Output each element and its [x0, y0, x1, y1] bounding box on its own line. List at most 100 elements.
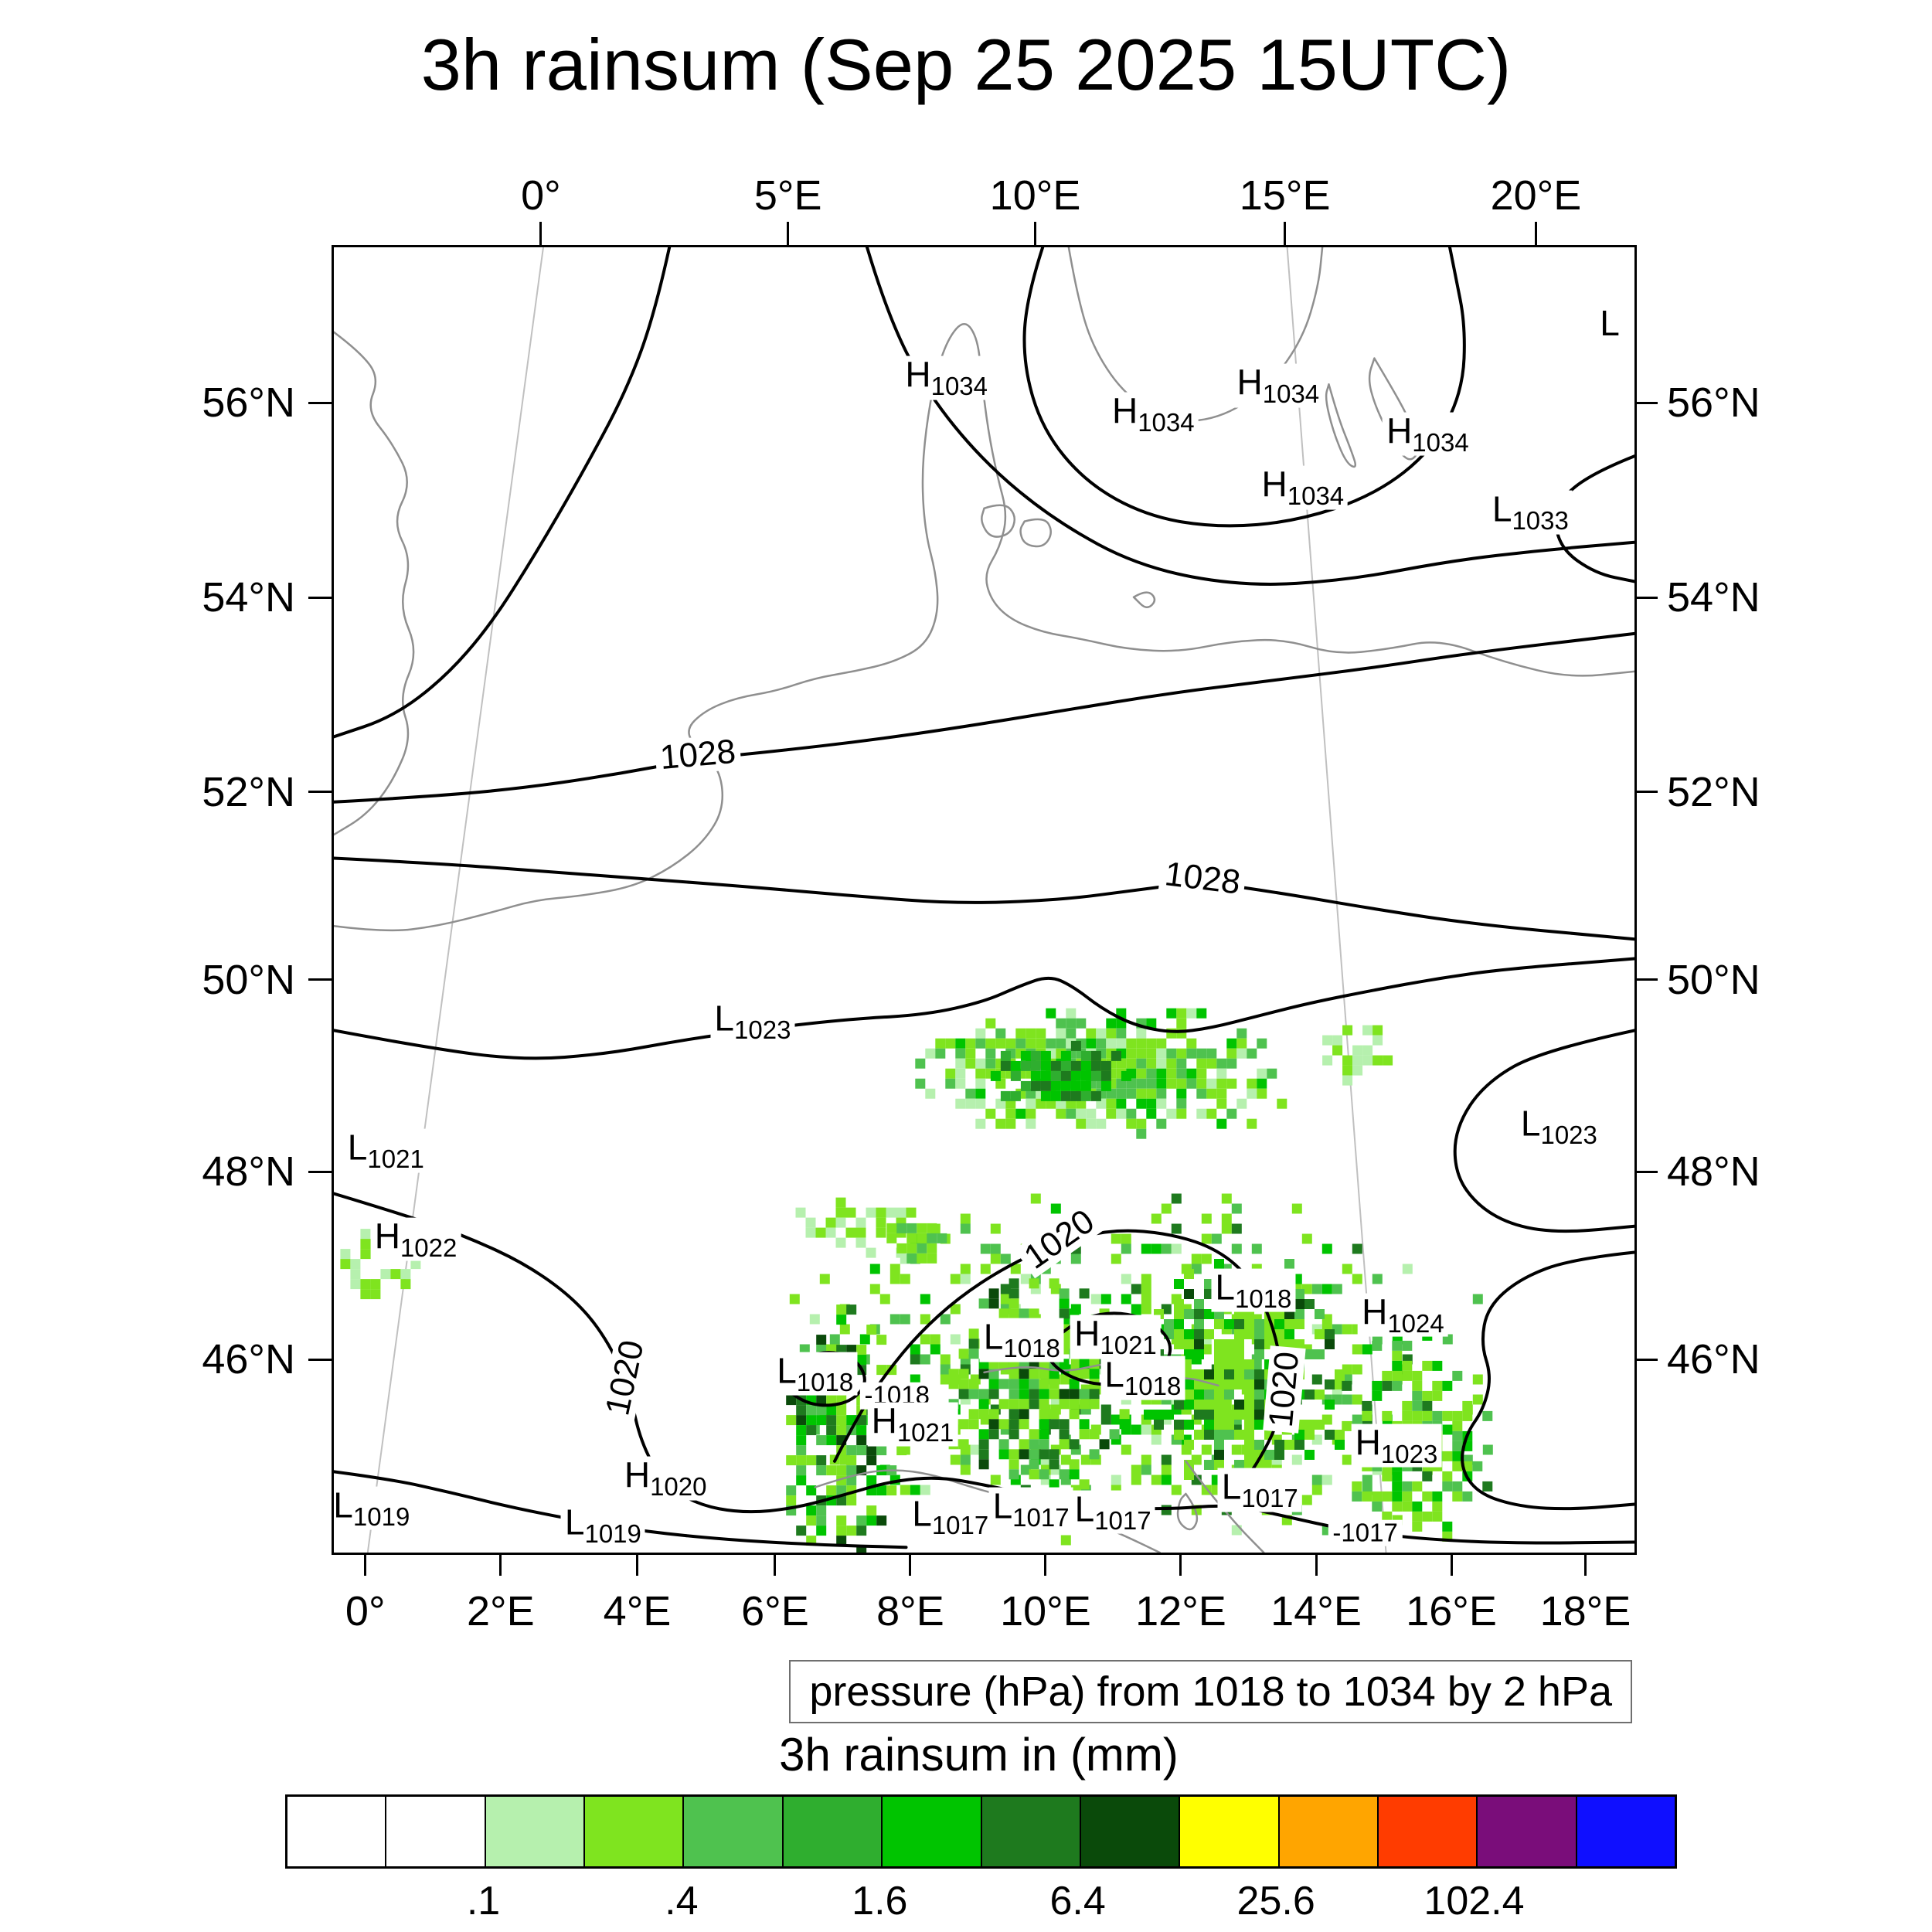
pressure-center-letter: L — [333, 1485, 353, 1526]
pressure-center-letter: L — [912, 1493, 932, 1534]
pressure-center-value: 1017 — [931, 1511, 989, 1540]
pressure-center-letter: H — [1236, 362, 1263, 403]
pressure-center-label: H1034 — [1257, 464, 1349, 510]
pressure-center-value: 1034 — [930, 371, 988, 400]
lon-tick-top — [1284, 222, 1287, 245]
lat-tick-right — [1634, 401, 1658, 404]
lon-label-bottom: 2°E — [466, 1588, 535, 1634]
lon-label-bottom: 0° — [345, 1588, 386, 1634]
lon-tick-bottom — [1179, 1553, 1182, 1576]
pressure-center-value: 1017 — [1012, 1503, 1070, 1532]
pressure-center-value: 1034 — [1138, 407, 1195, 437]
map-plot-area: 1028 1028 1020 1020 1020 -1018 -1017 H1034 H103… — [332, 245, 1637, 1555]
lon-tick-top — [539, 222, 543, 245]
pressure-center-label: L1023 — [710, 998, 795, 1043]
pressure-caption: pressure (hPa) from 1018 to 1034 by 2 hP… — [789, 1660, 1632, 1723]
lat-tick-left — [308, 1358, 332, 1361]
pressure-center-value: 1018 — [1234, 1284, 1292, 1313]
colorbar-tick-label: .1 — [466, 1879, 501, 1923]
pressure-center-value: 1034 — [1287, 481, 1345, 510]
pressure-center-letter: L — [983, 1316, 1004, 1357]
lon-label-bottom: 8°E — [876, 1588, 944, 1634]
colorbar-cell — [881, 1797, 981, 1866]
colorbar-cell — [781, 1797, 882, 1866]
lat-tick-left — [308, 401, 332, 404]
chart-title: 3h rainsum (Sep 25 2025 15UTC) — [420, 24, 1512, 105]
pressure-center-label: L1023 — [1516, 1105, 1601, 1149]
lat-tick-left — [308, 1170, 332, 1173]
lon-label-bottom: 10°E — [1000, 1588, 1091, 1634]
lon-tick-bottom — [364, 1553, 367, 1576]
lat-tick-left — [308, 596, 332, 599]
pressure-center-label: L1033 — [1488, 490, 1573, 535]
colorbar-title: 3h rainsum in (mm) — [779, 1729, 1179, 1781]
pressure-center-letter: L — [714, 998, 735, 1039]
lat-tick-right — [1634, 791, 1658, 794]
pressure-center-value: 1018 — [1124, 1371, 1182, 1400]
pressure-center-value: 1023 — [1380, 1439, 1438, 1468]
lat-label-right: 46°N — [1667, 1336, 1760, 1383]
lat-label-left: 56°N — [202, 379, 295, 427]
lon-label-top: 10°E — [989, 172, 1081, 219]
lon-tick-bottom — [774, 1553, 777, 1576]
pressure-center-letter: H — [1074, 1313, 1100, 1354]
lat-label-right: 48°N — [1667, 1148, 1760, 1196]
pressure-center-value: 1018 — [796, 1367, 854, 1396]
colorbar-tick-label: 102.4 — [1423, 1879, 1525, 1923]
pressure-center-label: L1017 — [1070, 1490, 1155, 1535]
lon-tick-bottom — [1583, 1553, 1587, 1576]
pressure-center-value: 1021 — [1100, 1331, 1157, 1360]
colorbar-tick-label: 25.6 — [1236, 1879, 1315, 1923]
lon-label-top: 20°E — [1490, 172, 1582, 219]
colorbar-cell — [385, 1797, 485, 1866]
pressure-center-value: 1034 — [1412, 427, 1469, 457]
pressure-center-letter: L — [347, 1127, 368, 1168]
lon-tick-top — [787, 222, 790, 245]
pressure-center-label: L1018 — [1100, 1355, 1185, 1400]
pressure-center-letter: H — [1355, 1422, 1381, 1463]
pressure-center-label: L1018 — [1211, 1268, 1296, 1313]
pressure-center-label: L1018 — [773, 1350, 858, 1396]
lon-tick-bottom — [1044, 1553, 1047, 1576]
map-canvas — [334, 247, 1634, 1553]
pressure-center-label: L1019 — [560, 1503, 645, 1547]
colorbar-tick-label: 6.4 — [1049, 1879, 1106, 1923]
pressure-center-label: H1034 — [1107, 393, 1199, 437]
lon-tick-bottom — [1450, 1553, 1453, 1576]
lat-tick-right — [1634, 596, 1658, 599]
lat-label-right: 50°N — [1667, 956, 1760, 1003]
pressure-center-letter: H — [1261, 464, 1287, 505]
pressure-center-value: 1024 — [1387, 1308, 1444, 1338]
colorbar-cell — [1079, 1797, 1179, 1866]
lon-label-top: 5°E — [753, 172, 822, 219]
pressure-center-label: L1017 — [988, 1488, 1073, 1532]
pressure-center-letter: L — [1221, 1466, 1242, 1507]
pressure-center-label: H1020 — [620, 1456, 711, 1501]
pressure-center-letter: L — [1104, 1354, 1124, 1395]
pressure-center-letter: L — [777, 1350, 797, 1391]
pressure-center-label: L1019 — [333, 1485, 414, 1530]
colorbar-tick-label: 1.6 — [852, 1879, 908, 1923]
lat-tick-left — [308, 791, 332, 794]
colorbar-cell — [287, 1797, 386, 1866]
lon-tick-bottom — [499, 1553, 502, 1576]
pressure-center-letter: H — [905, 354, 931, 395]
pressure-center-letter: H — [374, 1216, 400, 1257]
colorbar — [285, 1794, 1677, 1869]
pressure-center-letter: L — [1600, 302, 1620, 343]
colorbar-cell — [1476, 1797, 1576, 1866]
pressure-center-label: H1022 — [370, 1216, 461, 1262]
colorbar-cell — [1277, 1797, 1377, 1866]
lon-label-bottom: 14°E — [1270, 1588, 1362, 1634]
lon-label-top: 0° — [521, 172, 561, 219]
pressure-center-value: 1033 — [1512, 505, 1569, 535]
colorbar-cell — [682, 1797, 782, 1866]
pressure-center-value: 1018 — [1003, 1333, 1060, 1362]
lat-label-left: 50°N — [202, 956, 295, 1003]
lon-label-bottom: 12°E — [1135, 1588, 1226, 1634]
lat-label-left: 48°N — [202, 1148, 295, 1196]
pressure-center-letter: H — [871, 1401, 897, 1442]
colorbar-tick-labels: .1 .4 1.6 6.4 25.6 102.4 — [285, 1878, 1672, 1932]
pressure-center-value: 1022 — [400, 1233, 457, 1262]
